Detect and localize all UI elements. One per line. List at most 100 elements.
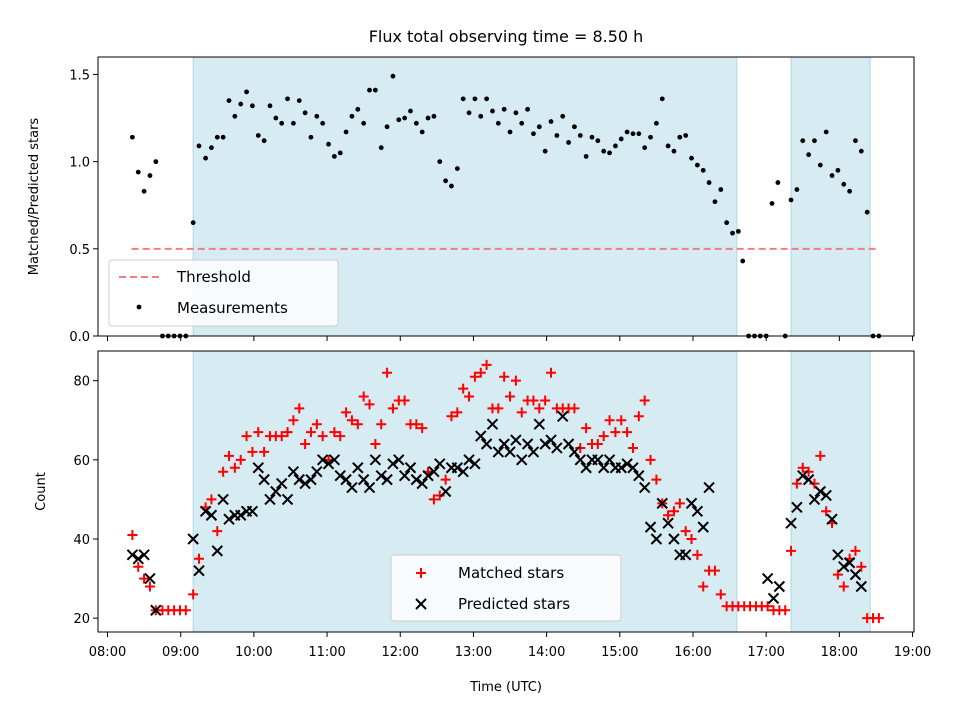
predicted-star-point	[138, 549, 150, 561]
predicted-star-point	[843, 557, 856, 569]
matched-star-point	[610, 427, 621, 438]
matched-star-point	[598, 431, 609, 442]
predicted-star-point	[451, 462, 464, 474]
predicted-star-point	[656, 497, 668, 510]
matched-star-point	[604, 415, 615, 426]
measurement-point	[250, 103, 255, 109]
measurement-point	[367, 87, 372, 93]
predicted-star-point	[832, 549, 844, 561]
matched-star-point	[212, 526, 223, 537]
measurement-point	[653, 120, 659, 126]
predicted-star-point	[398, 469, 411, 482]
matched-star-point	[575, 442, 586, 453]
x-tick-label: 10:00	[235, 645, 272, 660]
predicted-star-point	[187, 533, 199, 545]
predicted-star-point	[527, 446, 540, 458]
predicted-star-point	[644, 521, 657, 533]
predicted-star-point	[469, 458, 481, 470]
measurement-point	[841, 181, 847, 187]
predicted-star-point	[662, 517, 674, 529]
matched-star-point	[282, 427, 293, 438]
predicted-star-point	[281, 493, 294, 506]
matched-star-point	[786, 545, 797, 556]
matched-star-point	[387, 403, 398, 414]
measurement-point	[618, 136, 624, 142]
measurement-point	[724, 220, 730, 226]
matched-star-point	[592, 439, 603, 450]
matched-star-point	[633, 411, 644, 422]
measurement-point	[560, 113, 566, 119]
predicted-star-point	[562, 438, 575, 450]
matched-star-point	[698, 581, 709, 592]
matched-star-point	[493, 403, 504, 414]
matched-star-point	[686, 533, 697, 544]
measurement-point	[677, 134, 683, 140]
predicted-star-point	[144, 572, 156, 585]
matched-star-point	[434, 490, 445, 501]
measurement-point	[501, 106, 507, 112]
y-tick-label: 1.5	[69, 68, 90, 83]
x-tick-label: 17:00	[747, 645, 784, 660]
matched-star-point	[797, 462, 808, 473]
matched-star-point	[193, 553, 204, 564]
predicted-star-point	[510, 434, 522, 446]
matched-star-point	[411, 419, 422, 430]
matched-star-point	[329, 427, 340, 438]
predicted-star-point	[205, 509, 218, 521]
measurement-point	[507, 129, 513, 135]
matched-star-point	[505, 391, 516, 402]
predicted-star-point	[603, 454, 616, 466]
x-axis-label: Time (UTC)	[469, 680, 542, 695]
measurement-point	[554, 133, 560, 138]
predicted-star-point	[463, 454, 475, 466]
measurement-point	[577, 133, 583, 138]
matched-star-point	[510, 375, 521, 386]
measurement-point	[513, 110, 519, 116]
matched-star-point	[305, 427, 316, 438]
matched-star-point	[528, 395, 539, 406]
figure-title: Flux total observing time = 8.50 h	[369, 27, 644, 46]
predicted-star-point	[849, 568, 862, 581]
predicted-star-point	[855, 580, 868, 593]
matched-star-point	[358, 391, 369, 402]
measurement-point	[794, 187, 800, 192]
matched-star-point	[458, 383, 469, 394]
matched-star-point	[581, 423, 592, 434]
x-tick-label: 14:00	[528, 645, 565, 660]
predicted-star-point	[340, 473, 352, 486]
matched-star-point	[540, 395, 551, 406]
x-tick-label: 09:00	[162, 645, 199, 660]
measurement-point	[460, 96, 466, 102]
matched-star-point	[352, 419, 363, 430]
matched-star-point	[364, 399, 375, 410]
shaded-span	[790, 56, 871, 337]
predicted-star-point	[668, 533, 680, 545]
measurement-point	[285, 96, 290, 102]
predicted-star-point	[785, 517, 797, 529]
legend: Threshold Measurements	[108, 259, 339, 327]
measurement-point	[490, 108, 495, 114]
measurement-point	[384, 124, 390, 130]
measurement-point	[425, 115, 431, 121]
predicted-star-point	[791, 501, 803, 514]
measurement-point	[320, 120, 326, 126]
measurement-point	[396, 117, 402, 123]
predicted-star-point	[439, 485, 452, 498]
measurement-point	[607, 150, 612, 156]
measurement-point	[372, 87, 378, 93]
measurement-point	[437, 159, 443, 165]
predicted-star-point	[615, 462, 627, 474]
predicted-star-point	[480, 438, 493, 450]
predicted-star-point	[410, 473, 423, 486]
predicted-star-point	[557, 410, 569, 423]
matched-star-point	[440, 474, 451, 485]
measurement-point	[548, 119, 554, 124]
matched-star-point	[803, 466, 814, 477]
predicted-star-point	[545, 434, 557, 446]
measurement-point	[583, 153, 589, 159]
measurement-point	[601, 148, 607, 154]
measurement-point	[135, 169, 141, 175]
matched-star-point	[399, 395, 410, 406]
x-tick-label: 11:00	[308, 645, 345, 660]
matched-star-point	[873, 613, 884, 624]
